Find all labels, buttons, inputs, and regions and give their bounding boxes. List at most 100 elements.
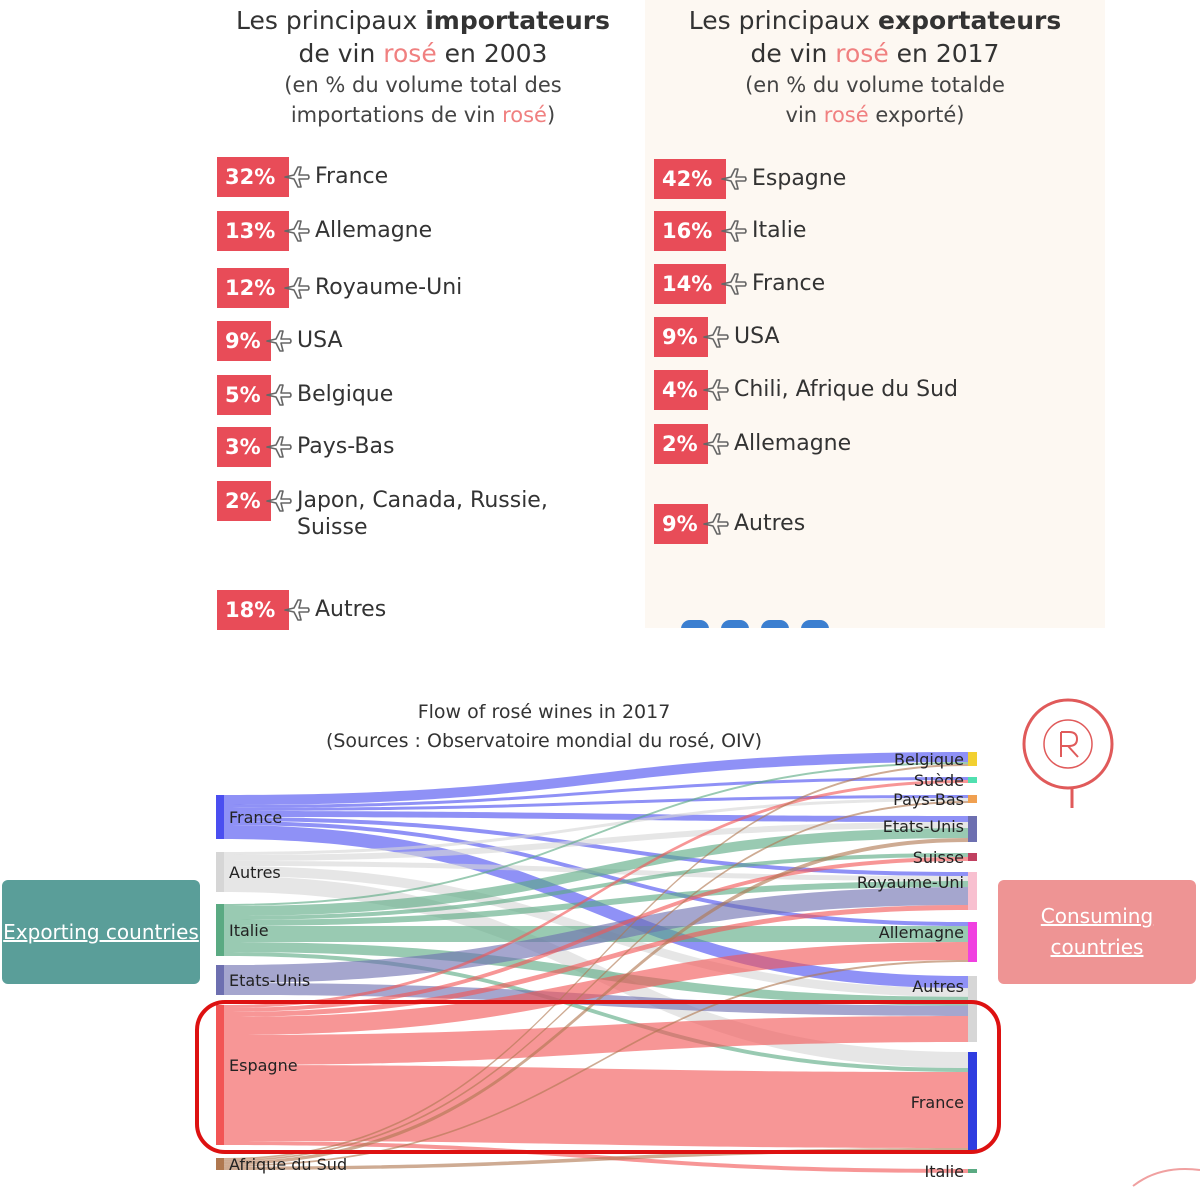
plane-icon: [720, 167, 748, 191]
importer-pct-badge: 13%: [217, 211, 289, 251]
importers-title: Les principaux importateurs de vin rosé …: [235, 6, 610, 68]
plane-icon: [283, 598, 311, 622]
target-node-royaume-uni: [968, 872, 977, 910]
plane-icon: [702, 432, 730, 456]
exporters-panel: Les principaux exportateurs de vin rosé …: [645, 0, 1105, 628]
target-node-belgique: [968, 752, 977, 766]
target-label-belgique: Belgique: [894, 750, 964, 769]
flow-italie-to-royaume-uni: [224, 881, 968, 926]
source-label-espagne: Espagne: [229, 1056, 298, 1075]
importer-country: Allemagne: [315, 218, 433, 243]
flow-france-to-suede: [224, 777, 968, 808]
flow-italie-to-autres: [224, 942, 968, 1006]
plane-icon: [702, 512, 730, 536]
exporter-country: Autres: [734, 511, 806, 536]
highlight-frame: [195, 1000, 1001, 1154]
importer-pct-badge: 18%: [217, 590, 289, 630]
importer-pct-badge: 2%: [217, 481, 271, 521]
plane-icon: [702, 325, 730, 349]
flow-espagne-to-italie: [224, 1141, 968, 1173]
consuming-countries-box: Consuming countries: [998, 880, 1196, 984]
plane-icon: [265, 329, 293, 353]
importers-subtitle: (en % du volume total des importations d…: [284, 73, 562, 127]
target-node-pays-bas: [968, 795, 977, 803]
target-label-suede: Suède: [914, 771, 964, 790]
source-node-afrique-du-sud: [216, 1158, 224, 1170]
target-node-suede: [968, 777, 977, 783]
flow-italie-to-belgique: [224, 762, 968, 906]
importers-panel: Les principaux importateurs de vin rosé …: [208, 0, 638, 630]
source-node-france: [216, 795, 224, 839]
target-label-italie: Italie: [924, 1162, 964, 1181]
target-label-suisse: Suisse: [913, 848, 964, 867]
flow-france-to-etats-unis: [224, 811, 968, 822]
source-label-autres: Autres: [229, 863, 281, 882]
exporter-country: Chili, Afrique du Sud: [734, 377, 959, 402]
source-node-italie: [216, 904, 224, 956]
importer-pct-badge: 3%: [217, 427, 271, 467]
flow-espagne-to-allemagne: [224, 942, 968, 1035]
flow-italie-to-france: [224, 952, 968, 1072]
logo-circle-inner: [1043, 719, 1093, 769]
plane-icon: [720, 272, 748, 296]
exporters-subtitle: (en % du volume totalde vin rosé exporté…: [745, 73, 1005, 127]
plane-icon: [702, 378, 730, 402]
importer-pct-badge: 12%: [217, 268, 289, 308]
target-label-pays-bas: Pays-Bas: [893, 790, 964, 809]
logo-circle-outer: [1022, 698, 1114, 790]
exporter-pct-badge: 16%: [654, 211, 726, 251]
source-node-etats-unis: [216, 965, 224, 995]
flow-etats-unis-to-autres: [224, 983, 968, 1016]
plane-icon: [283, 276, 311, 300]
target-node-suisse: [968, 853, 977, 861]
exporting-countries-label: Exporting countries: [3, 919, 199, 944]
exporting-countries-box: Exporting countries: [2, 880, 200, 984]
importer-country: Autres: [315, 597, 387, 622]
flow-france-to-pays-bas: [224, 795, 968, 811]
exporter-pct-badge: 9%: [654, 317, 708, 357]
importer-country: USA: [297, 328, 343, 353]
flow-autres-to-etats-unis: [224, 822, 968, 861]
exporter-pct-badge: 14%: [654, 264, 726, 304]
exporter-country: Espagne: [752, 166, 847, 191]
importer-pct-badge: 32%: [217, 157, 289, 197]
importer-pct-badge: 9%: [217, 321, 271, 361]
sankey-chart: France Autres Italie Etats-Unis Espagne Afriq…: [195, 698, 1200, 1187]
exporter-country: Italie: [752, 218, 807, 243]
flow-france-to-royaume-uni: [224, 817, 968, 876]
exporter-pct-badge: 2%: [654, 424, 708, 464]
exporter-pct-badge: 9%: [654, 504, 708, 544]
target-label-autres: Autres: [912, 977, 964, 996]
target-node-etats-unis: [968, 816, 977, 842]
logo-edge-fragment: [1132, 1168, 1200, 1187]
flow-italie-to-etats-unis: [224, 828, 968, 916]
source-node-autres: [216, 852, 224, 892]
importer-pct-badge: 5%: [217, 375, 271, 415]
exporter-country: France: [752, 271, 826, 296]
flow-espagne-to-france: [224, 1065, 968, 1148]
plane-icon: [265, 383, 293, 407]
flow-france-to-autres: [224, 825, 968, 989]
target-node-allemagne: [968, 922, 977, 962]
source-label-afrique-du-sud: Afrique du Sud: [229, 1155, 347, 1174]
exporters-title: Les principaux exportateurs de vin rosé …: [688, 6, 1062, 68]
flow-italie-to-suisse: [224, 853, 968, 920]
logo-r-glyph: [1060, 731, 1079, 758]
target-node-italie: [968, 1169, 977, 1173]
flow-afrique-du-sud-to-allemagne: [224, 960, 968, 1167]
flow-espagne-to-autres: [224, 1015, 968, 1065]
exporter-pct-badge: 4%: [654, 370, 708, 410]
plane-icon: [283, 219, 311, 243]
plane-icon: [283, 165, 311, 189]
rose-logo: [1022, 698, 1114, 808]
importer-country: Belgique: [297, 382, 394, 407]
plane-icon: [720, 219, 748, 243]
target-label-royaume-uni: Royaume-Uni: [857, 873, 964, 892]
flow-espagne-to-suede: [224, 780, 968, 1008]
plane-icon: [265, 489, 293, 513]
consuming-countries-label: Consuming countries: [1040, 904, 1154, 959]
target-label-allemagne: Allemagne: [879, 923, 964, 942]
exporter-pct-badge: 42%: [654, 159, 726, 199]
importer-country: France: [315, 164, 389, 189]
flow-autres-to-pays-bas: [224, 798, 968, 855]
